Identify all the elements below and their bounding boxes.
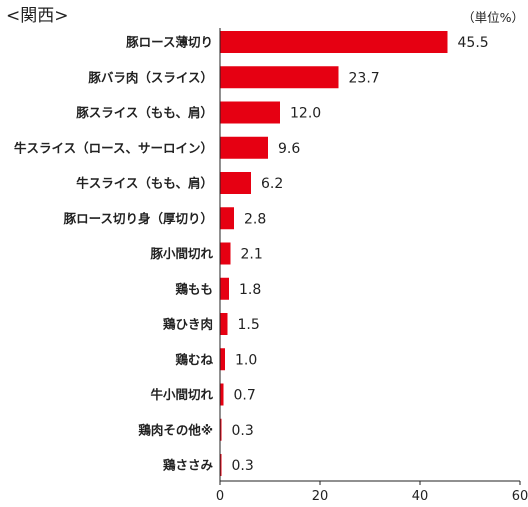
value-label: 2.1	[241, 247, 263, 263]
bar	[220, 172, 251, 194]
category-label: 牛スライス（ロース、サーロイン）	[14, 140, 213, 155]
x-tick-label: 0	[216, 489, 224, 504]
category-label: 鶏肉その他※	[138, 422, 213, 437]
value-label: 12.0	[290, 106, 321, 122]
value-label: 23.7	[349, 70, 380, 86]
x-tick-label: 60	[512, 489, 528, 504]
bar	[220, 207, 234, 230]
category-label: 牛小間切れ	[150, 387, 213, 402]
value-label: 9.6	[278, 141, 300, 157]
category-label: 鶏むね	[175, 352, 213, 367]
x-tick-label: 40	[412, 489, 429, 504]
category-label: 牛スライス（もも、肩）	[76, 176, 213, 191]
category-label: 鶏もも	[175, 281, 213, 296]
bar	[220, 66, 339, 89]
category-label: 豚ロース切り身（厚切り）	[64, 211, 213, 226]
x-tick-label: 20	[312, 489, 329, 504]
category-label: 豚小間切れ	[150, 246, 213, 261]
bar	[220, 348, 225, 371]
category-label: 豚ロース薄切り	[126, 35, 213, 50]
value-label: 1.0	[235, 352, 257, 368]
unit-label: （単位%）	[462, 10, 524, 25]
bars-group: 豚ロース薄切り 45.5 豚バラ肉（スライス） 23.7 豚スライス（もも、肩） 12.0…	[14, 31, 489, 476]
bar	[220, 136, 268, 159]
bar	[220, 454, 222, 476]
category-label: 豚スライス（もも、肩）	[76, 105, 213, 120]
value-label: 6.2	[261, 176, 283, 192]
category-label: 豚バラ肉（スライス）	[88, 70, 213, 85]
category-label: 鶏ささみ	[163, 458, 214, 473]
x-axis-ticks: 0 20 40 60	[216, 481, 528, 504]
value-label: 1.5	[238, 317, 260, 333]
category-label: 鶏ひき肉	[163, 317, 213, 332]
value-label: 45.5	[458, 35, 489, 51]
value-label: 1.8	[239, 282, 261, 298]
bar	[220, 31, 448, 53]
value-label: 2.8	[244, 211, 266, 227]
value-label: 0.3	[232, 423, 254, 439]
bar	[220, 383, 224, 406]
bar	[220, 277, 229, 300]
bar	[220, 242, 231, 265]
bar	[220, 418, 222, 441]
value-label: 0.3	[232, 458, 254, 474]
bar	[220, 313, 228, 335]
value-label: 0.7	[234, 388, 256, 404]
chart-title: <関西>	[6, 6, 69, 26]
bar	[220, 101, 280, 124]
